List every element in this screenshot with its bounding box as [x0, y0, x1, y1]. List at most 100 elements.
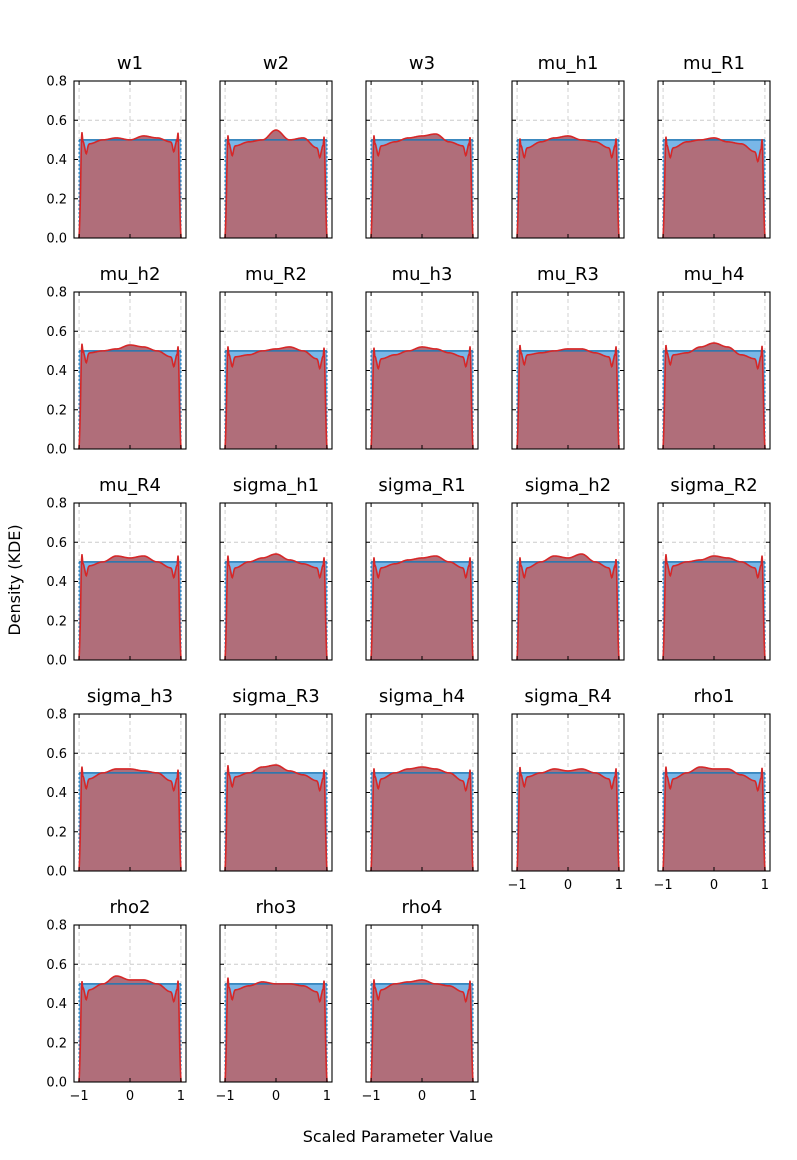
- panel-sigma_R2: sigma_R2: [657, 475, 771, 661]
- panel-title: mu_h2: [100, 264, 161, 285]
- panel-title: mu_h3: [392, 264, 453, 285]
- panel-sigma_h2: sigma_h2: [511, 475, 625, 661]
- x-tick-label: 0: [564, 878, 572, 893]
- panel-w2: w2: [219, 53, 333, 239]
- y-tick-label: 0.6: [46, 114, 67, 129]
- plot-area: [74, 503, 186, 660]
- posterior-area: [516, 345, 620, 449]
- y-tick-label: 0.2: [46, 403, 67, 418]
- posterior-line: [78, 766, 182, 871]
- y-tick-label: 0.2: [46, 1036, 67, 1051]
- posterior-line: [78, 132, 182, 238]
- panel-title: sigma_R2: [670, 475, 757, 496]
- panel-mu_R2: mu_R2: [219, 264, 333, 450]
- y-tick-label: 0.4: [46, 786, 67, 801]
- panel-title: w2: [263, 53, 289, 74]
- panel-mu_R3: mu_R3: [511, 264, 625, 450]
- y-tick-label: 0.8: [46, 919, 67, 934]
- panel-title: sigma_h4: [379, 686, 465, 707]
- panel-title: w1: [117, 53, 143, 74]
- x-tick-label: −1: [70, 1089, 89, 1104]
- posterior-area: [370, 766, 474, 871]
- posterior-line: [516, 553, 620, 660]
- posterior-line: [662, 136, 766, 238]
- panels-layer: 0.0 0.2 0.4 0.6 0.8 w1 w2 w3 mu_h1 mu_R1 0.0 0.2 0.4…: [46, 53, 771, 1104]
- posterior-area: [516, 554, 620, 660]
- posterior-line: [78, 343, 182, 449]
- posterior-line: [370, 346, 474, 449]
- panel-title: rho4: [402, 897, 443, 918]
- x-tick-label: −1: [216, 1089, 235, 1104]
- plot-area: [512, 714, 624, 871]
- y-tick-label: 0.6: [46, 536, 67, 551]
- y-tick-label: 0.2: [46, 825, 67, 840]
- panel-mu_h2: 0.0 0.2 0.4 0.6 0.8 mu_h2: [46, 264, 187, 458]
- y-tick-label: 0.0: [46, 232, 67, 247]
- posterior-area: [662, 766, 766, 871]
- panel-rho1: −1 0 1 rho1: [654, 686, 771, 893]
- posterior-area: [516, 135, 620, 238]
- panel-title: rho2: [110, 897, 151, 918]
- posterior-line: [662, 342, 766, 449]
- panel-mu_h3: mu_h3: [365, 264, 479, 450]
- plot-area: [366, 714, 478, 871]
- plot-area: [658, 81, 770, 238]
- y-tick-label: 0.4: [46, 153, 67, 168]
- panel-mu_h4: mu_h4: [657, 264, 771, 450]
- x-tick-label: 1: [323, 1089, 331, 1104]
- posterior-area: [224, 765, 328, 871]
- panel-rho2: −1 0 1 0.0 0.2 0.4 0.6 0.8 rho2: [46, 897, 187, 1104]
- plot-area: [220, 292, 332, 449]
- plot-area: [74, 714, 186, 871]
- plot-area: [220, 714, 332, 871]
- posterior-area: [370, 133, 474, 238]
- plot-area: [658, 503, 770, 660]
- panel-title: sigma_R1: [378, 475, 465, 496]
- x-tick-label: 0: [418, 1089, 426, 1104]
- panel-mu_h1: mu_h1: [511, 53, 625, 239]
- x-tick-label: −1: [654, 878, 673, 893]
- panel-rho3: −1 0 1 rho3: [216, 897, 333, 1104]
- x-tick-label: 0: [126, 1089, 134, 1104]
- posterior-line: [224, 346, 328, 449]
- panel-w3: w3: [365, 53, 479, 239]
- y-tick-label: 0.6: [46, 747, 67, 762]
- y-tick-label: 0.8: [46, 286, 67, 301]
- plot-area: [512, 503, 624, 660]
- posterior-area: [78, 343, 182, 449]
- plot-area: [220, 503, 332, 660]
- posterior-area: [78, 554, 182, 660]
- x-axis-label: Scaled Parameter Value: [303, 1127, 494, 1146]
- plot-area: [512, 292, 624, 449]
- posterior-area: [516, 767, 620, 871]
- y-tick-label: 0.2: [46, 614, 67, 629]
- plot-area: [658, 292, 770, 449]
- posterior-area: [224, 130, 328, 238]
- x-tick-label: 1: [615, 878, 623, 893]
- plot-area: [366, 292, 478, 449]
- y-tick-label: 0.0: [46, 865, 67, 880]
- panel-rho4: −1 0 1 rho4: [362, 897, 479, 1104]
- y-tick-label: 0.2: [46, 192, 67, 207]
- y-tick-label: 0.6: [46, 325, 67, 340]
- panel-title: mu_h4: [684, 264, 745, 285]
- y-tick-label: 0.0: [46, 1076, 67, 1091]
- panel-title: sigma_h1: [233, 475, 319, 496]
- posterior-area: [370, 979, 474, 1082]
- posterior-area: [78, 132, 182, 238]
- x-tick-label: −1: [508, 878, 527, 893]
- posterior-line: [370, 766, 474, 871]
- panel-title: mu_R2: [245, 264, 307, 285]
- y-tick-label: 0.0: [46, 654, 67, 669]
- posterior-area: [224, 346, 328, 449]
- posterior-area: [662, 343, 766, 449]
- plot-area: [366, 925, 478, 1082]
- panel-sigma_h1: sigma_h1: [219, 475, 333, 661]
- panel-title: rho1: [694, 686, 735, 707]
- posterior-line: [516, 135, 620, 238]
- panel-title: sigma_R3: [232, 686, 319, 707]
- plot-area: [366, 503, 478, 660]
- posterior-area: [370, 555, 474, 660]
- plot-area: [512, 81, 624, 238]
- posterior-line: [78, 554, 182, 660]
